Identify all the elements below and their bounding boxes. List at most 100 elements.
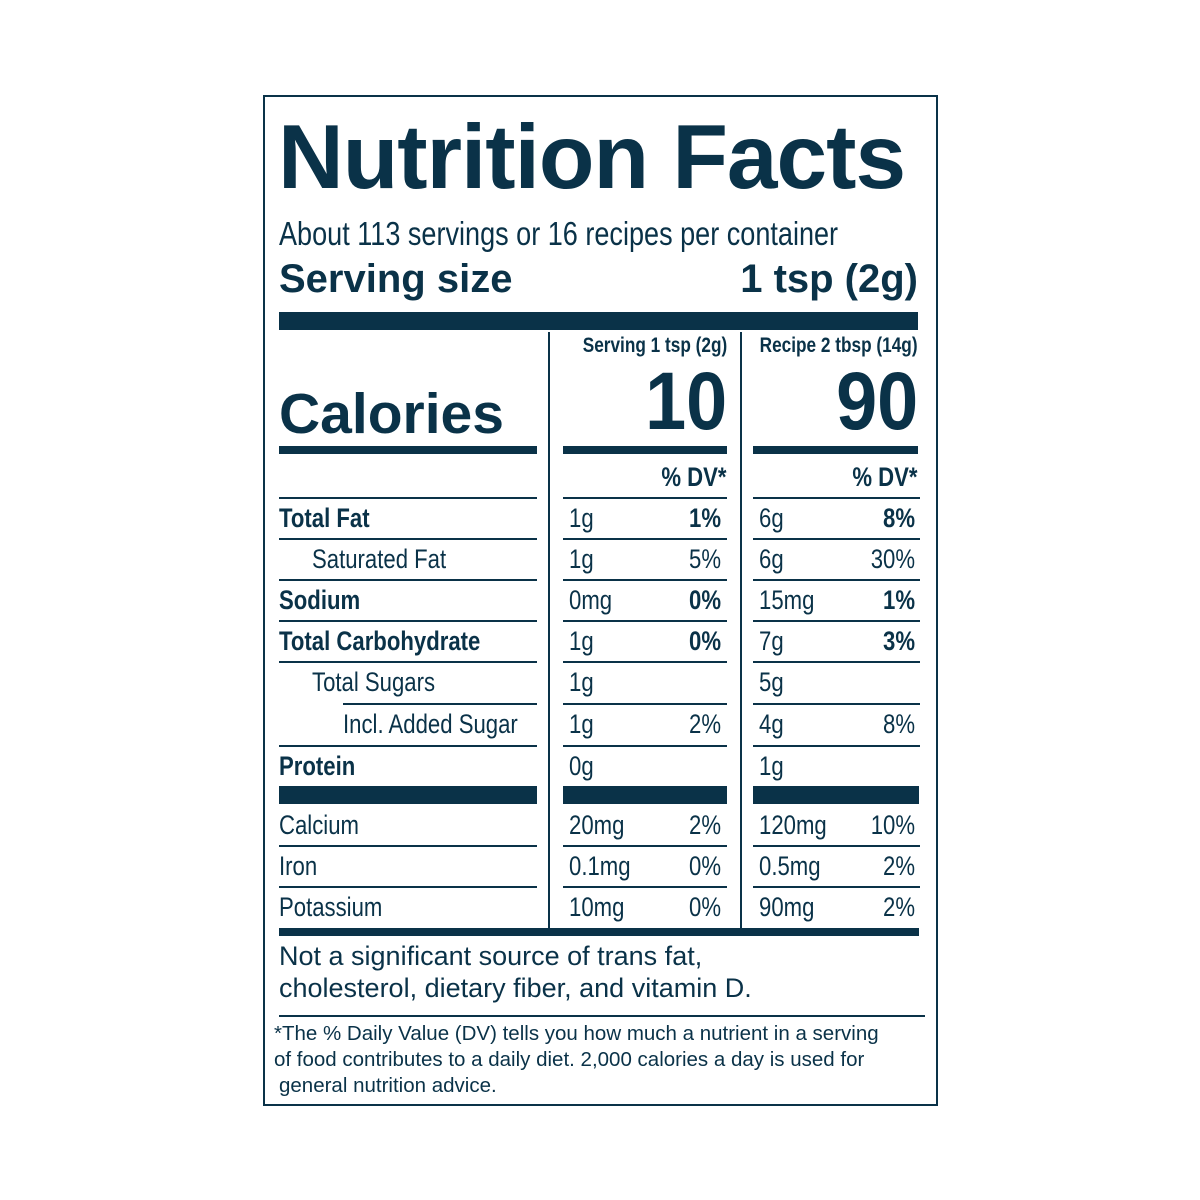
serving-calories-wrap: 10 bbox=[636, 360, 727, 444]
serving-dv-wrap: 1% bbox=[682, 498, 721, 539]
recipe-amount-wrap: 7g bbox=[759, 621, 789, 662]
serving-amount: 10mg bbox=[569, 892, 625, 922]
serving-dv-wrap: 0% bbox=[682, 887, 721, 928]
recipe-dv: 30% bbox=[870, 544, 915, 574]
row-divider bbox=[563, 845, 727, 847]
row-divider bbox=[279, 497, 537, 499]
serving-amount-wrap: 1g bbox=[569, 539, 599, 580]
row-divider bbox=[753, 845, 920, 847]
serving-amount: 0g bbox=[569, 751, 594, 781]
nutrient-name: Incl. Added Sugar bbox=[343, 709, 518, 739]
nutrient-name: Total Carbohydrate bbox=[279, 626, 481, 656]
serving-dv-wrap: 2% bbox=[682, 805, 721, 846]
row-divider bbox=[279, 620, 537, 622]
recipe-amount: 0.5mg bbox=[759, 851, 821, 881]
row-divider bbox=[753, 620, 920, 622]
row-divider bbox=[563, 703, 727, 705]
recipe-amount-wrap: 5g bbox=[759, 662, 789, 703]
serving-dv-wrap: 0% bbox=[682, 846, 721, 887]
row-divider bbox=[563, 579, 727, 581]
recipe-amount-wrap: 120mg bbox=[759, 805, 842, 846]
vitamins-divider bbox=[753, 786, 919, 804]
nutrient-name: Total Fat bbox=[279, 503, 370, 533]
serving-dv: 2% bbox=[688, 810, 721, 840]
serving-dv: 0% bbox=[688, 626, 721, 656]
row-divider bbox=[279, 579, 537, 581]
recipe-amount: 5g bbox=[759, 667, 784, 697]
row-divider bbox=[753, 579, 920, 581]
serving-amount-wrap: 0g bbox=[569, 746, 599, 787]
recipe-column-header: Recipe 2 tbsp (14g) bbox=[760, 334, 918, 357]
serving-dv: 5% bbox=[688, 544, 721, 574]
nutrient-name: Total Sugars bbox=[312, 667, 436, 697]
row-divider bbox=[753, 745, 920, 747]
serving-dv-wrap: 5% bbox=[682, 539, 721, 580]
serving-amount: 1g bbox=[569, 626, 594, 656]
recipe-dv: 1% bbox=[882, 585, 915, 615]
serving-column-header-wrap: Serving 1 tsp (2g) bbox=[551, 332, 727, 360]
row-divider bbox=[563, 745, 727, 747]
recipe-amount: 4g bbox=[759, 709, 784, 739]
nutrient-name: Calcium bbox=[279, 810, 359, 840]
recipe-amount-wrap: 15mg bbox=[759, 580, 827, 621]
nutrient-name: Potassium bbox=[279, 892, 383, 922]
nutrient-name: Sodium bbox=[279, 585, 361, 615]
serving-amount-wrap: 1g bbox=[569, 498, 599, 539]
nutrient-name-wrap: Calcium bbox=[279, 805, 377, 846]
recipe-dv-wrap: 8% bbox=[876, 704, 915, 745]
recipe-dv-wrap: 8% bbox=[876, 498, 915, 539]
bottom-divider bbox=[279, 928, 919, 936]
recipe-dv: 10% bbox=[870, 810, 915, 840]
thick-divider bbox=[279, 312, 918, 330]
recipe-column-header-wrap: Recipe 2 tbsp (14g) bbox=[725, 332, 918, 360]
recipe-amount: 15mg bbox=[759, 585, 815, 615]
nutrient-name: Saturated Fat bbox=[312, 544, 447, 574]
footnote-line: general nutrition advice. bbox=[279, 1074, 497, 1097]
row-divider bbox=[279, 886, 537, 888]
recipe-amount-wrap: 0.5mg bbox=[759, 846, 834, 887]
column-divider bbox=[548, 332, 550, 928]
serving-dv-wrap: 2% bbox=[682, 704, 721, 745]
row-divider bbox=[279, 845, 537, 847]
recipe-calories-wrap: 90 bbox=[827, 360, 918, 444]
serving-amount-wrap: 1g bbox=[569, 621, 599, 662]
row-divider bbox=[753, 661, 920, 663]
recipe-dv-header: % DV* bbox=[852, 462, 918, 492]
nutrient-name-wrap: Total Sugars bbox=[312, 662, 462, 703]
recipe-amount: 6g bbox=[759, 544, 784, 574]
footnote: *The % Daily Value (DV) tells you how mu… bbox=[274, 1021, 879, 1099]
nutrient-name-wrap: Protein bbox=[279, 746, 372, 787]
recipe-dv: 2% bbox=[882, 851, 915, 881]
serving-dv: 0% bbox=[688, 585, 721, 615]
serving-amount: 20mg bbox=[569, 810, 625, 840]
recipe-amount: 1g bbox=[759, 751, 784, 781]
serving-dv: 2% bbox=[688, 709, 721, 739]
recipe-amount: 6g bbox=[759, 503, 784, 533]
serving-dv-header: % DV* bbox=[661, 462, 727, 492]
serving-dv: 0% bbox=[688, 851, 721, 881]
serving-dv: 0% bbox=[688, 892, 721, 922]
calories-divider bbox=[753, 446, 918, 454]
calories-divider bbox=[563, 446, 727, 454]
row-divider bbox=[343, 703, 537, 705]
nutrient-name-wrap: Total Carbohydrate bbox=[279, 621, 525, 662]
serving-column-header: Serving 1 tsp (2g) bbox=[582, 334, 727, 357]
not-significant-line: cholesterol, dietary fiber, and vitamin … bbox=[279, 973, 752, 1003]
serving-size-label: Serving size bbox=[279, 257, 513, 301]
serving-amount: 1g bbox=[569, 503, 594, 533]
nutrient-name-wrap: Incl. Added Sugar bbox=[343, 704, 556, 745]
recipe-dv-wrap: 2% bbox=[876, 846, 915, 887]
serving-dv-header-wrap: % DV* bbox=[647, 460, 727, 494]
recipe-amount: 7g bbox=[759, 626, 784, 656]
serving-amount-wrap: 20mg bbox=[569, 805, 637, 846]
recipe-dv: 8% bbox=[882, 503, 915, 533]
serving-amount: 1g bbox=[569, 544, 594, 574]
serving-dv-wrap: 0% bbox=[682, 621, 721, 662]
row-divider bbox=[279, 661, 537, 663]
recipe-amount: 90mg bbox=[759, 892, 815, 922]
row-divider bbox=[753, 538, 920, 540]
serving-amount: 1g bbox=[569, 667, 594, 697]
nutrient-name: Iron bbox=[279, 851, 318, 881]
vitamins-divider bbox=[279, 786, 537, 804]
recipe-dv-header-wrap: % DV* bbox=[838, 460, 918, 494]
